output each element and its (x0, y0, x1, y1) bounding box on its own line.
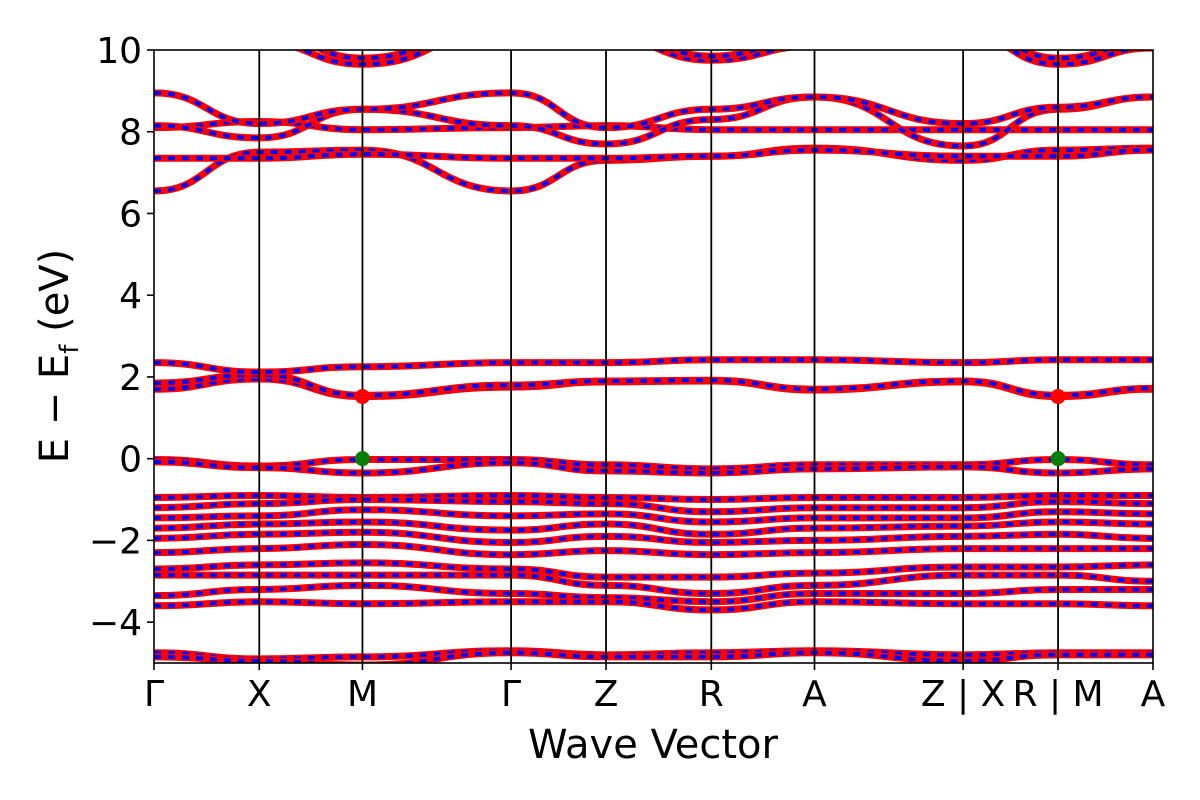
y-axis-title: E − Ef (eV) (32, 249, 85, 464)
x-tick-label-3: Γ (501, 674, 521, 715)
band-0-secondary (154, 457, 1153, 471)
band-4-secondary (154, 357, 1153, 375)
plot-frame (153, 49, 1154, 664)
band-3-secondary (154, 372, 1153, 398)
x-tick-label-1: X (247, 674, 272, 715)
x-tick-label-4: Z (594, 674, 619, 715)
marker-cbm-1 (1050, 389, 1066, 405)
y-tick-label-0: −4 (89, 603, 142, 644)
marker-vbm-3 (1050, 451, 1066, 467)
band-12-secondary (154, 507, 1153, 525)
band-1-secondary (154, 459, 1153, 475)
y-axis-title-main: E − E (32, 354, 78, 464)
band-10-secondary (154, 493, 1153, 502)
kpath-divider-lines (258, 50, 1059, 663)
y-tick-label-1: −2 (89, 521, 142, 562)
x-axis-title: Wave Vector (528, 722, 779, 768)
x-tick-label-7: Z | X (921, 674, 1005, 715)
band-13-secondary (154, 520, 1153, 537)
x-tick-label-8: R | M (1013, 674, 1104, 715)
band-9-secondary (154, 90, 1153, 130)
band-16-secondary (154, 560, 1153, 580)
band-22-secondary (298, 50, 1152, 67)
band-21-secondary (154, 650, 1153, 663)
x-tick-label-2: M (347, 674, 378, 715)
x-tick-label-9: A (1141, 674, 1166, 715)
band-14-secondary (154, 530, 1153, 545)
y-axis-ticks: −4 −2 0 2 4 6 8 10 (89, 31, 154, 644)
band-15-secondary (154, 542, 1153, 557)
y-axis-title-subscript: f (55, 344, 85, 354)
band-17-secondary (154, 573, 1153, 596)
x-tick-label-6: A (802, 674, 827, 715)
x-tick-label-5: R (699, 674, 724, 715)
band-18-secondary (154, 583, 1153, 604)
band-6-secondary (154, 148, 1153, 161)
y-tick-label-2: 0 (119, 440, 142, 481)
band-lines (154, 50, 1153, 663)
band-11-secondary (154, 497, 1153, 514)
x-tick-label-0: Γ (144, 674, 164, 715)
y-tick-label-6: 8 (119, 113, 142, 154)
y-tick-label-7: 10 (96, 31, 142, 72)
band-8-secondary (154, 94, 1153, 149)
marker-cbm-0 (354, 389, 370, 405)
band-edge-markers (354, 389, 1066, 467)
band-19-secondary (154, 599, 1153, 612)
y-axis-title-units: (eV) (32, 249, 78, 345)
marker-vbm-2 (354, 451, 370, 467)
y-tick-label-5: 6 (119, 194, 142, 235)
plot-background (154, 50, 1153, 663)
y-tick-label-3: 2 (119, 358, 142, 399)
band-20-secondary (154, 648, 1153, 661)
y-tick-label-4: 4 (119, 276, 142, 317)
